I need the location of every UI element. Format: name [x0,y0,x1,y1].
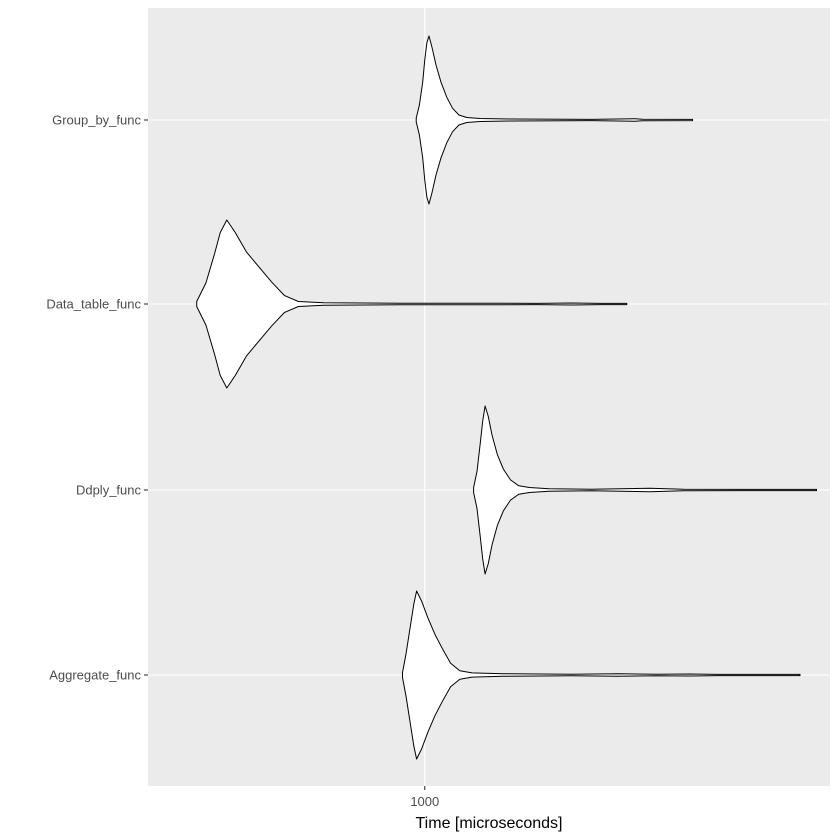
y-tick-label: Ddply_func [76,483,142,498]
y-tick-label: Group_by_func [52,113,141,128]
x-axis-ticks: 1000 [410,786,439,809]
violin-Aggregate_func [402,590,801,760]
plot-panel [148,8,830,786]
y-tick-label: Data_table_func [46,297,141,312]
x-axis-title: Time [microseconds] [416,815,563,832]
violins [196,35,817,760]
x-tick-label: 1000 [410,794,439,809]
violin-Group_by_func [415,35,694,205]
violin-Ddply_func [473,405,817,575]
y-tick-label: Aggregate_func [49,668,141,683]
violin-Data_table_func [196,219,628,389]
y-axis-ticks: Group_by_func Data_table_func Ddply_func Ag… [46,113,148,683]
